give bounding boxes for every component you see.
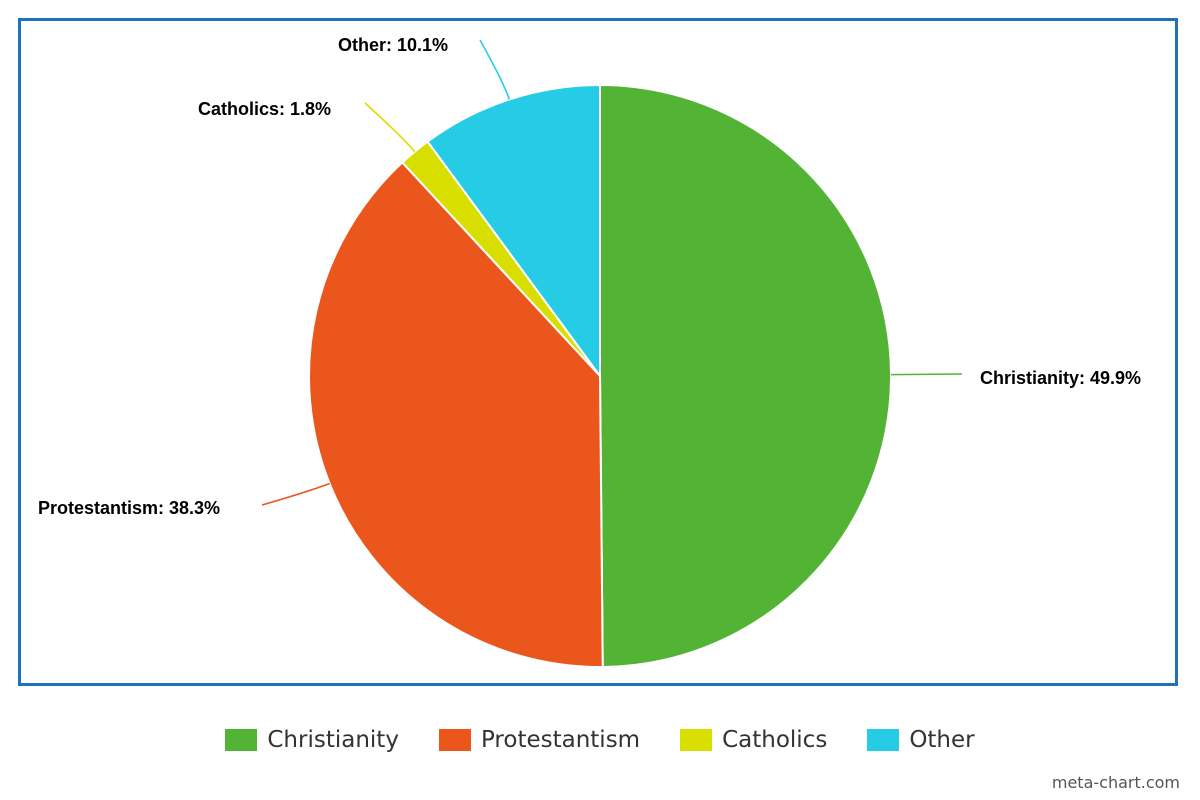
leader-line-other [479,39,511,100]
pie-slice-other[interactable] [426,83,601,380]
slice-label-protestantism: Protestantism: 38.3% [38,498,220,518]
leader-line-catholics [364,102,416,153]
pie-slice-protestantism[interactable] [308,161,604,668]
pie-chart: Christianity: 49.9% Protestantism: 38.3% C… [38,35,1141,668]
legend-item-other[interactable]: Other [867,727,975,753]
watermark: meta-chart.com [1051,773,1180,792]
leader-line-christianity [890,373,963,376]
slice-label-christianity: Christianity: 49.9% [980,368,1141,388]
legend-label-catholics: Catholics [722,727,828,753]
legend-swatch-protestantism [438,729,471,751]
leader-line-protestantism [261,482,330,506]
legend-swatch-other [867,729,900,751]
legend-label-protestantism: Protestantism [480,727,641,753]
legend-item-christianity[interactable]: Christianity [225,727,399,753]
legend: Christianity Protestantism Catholics Oth… [0,722,1200,758]
legend-item-catholics[interactable]: Catholics [680,727,827,753]
legend-swatch-christianity [225,729,258,751]
slice-label-other: Other: 10.1% [338,35,448,55]
slice-label-catholics: Catholics: 1.8% [198,99,331,119]
legend-swatch-catholics [680,729,713,751]
legend-label-other: Other [909,727,975,753]
legend-label-christianity: Christianity [267,727,399,753]
pie-slice-christianity[interactable] [599,83,892,668]
legend-item-protestantism[interactable]: Protestantism [438,727,641,753]
